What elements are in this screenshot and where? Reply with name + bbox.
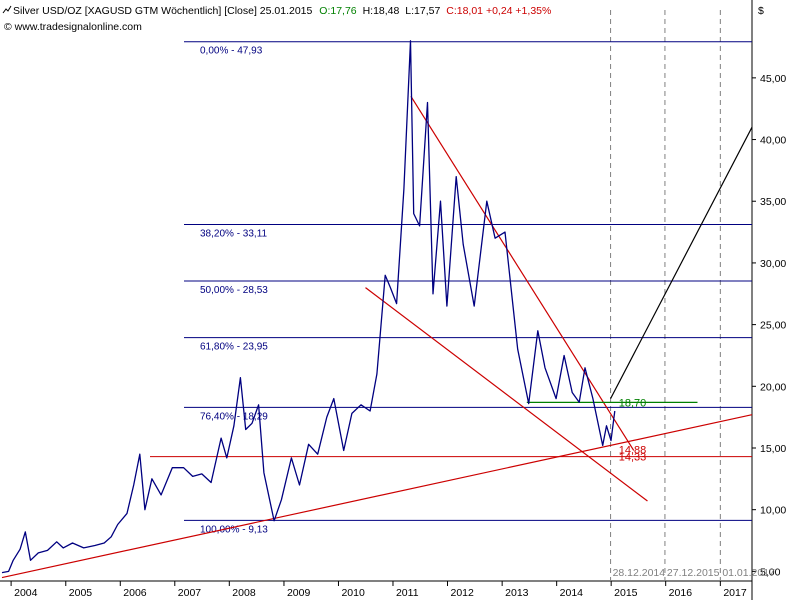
trendline-0 bbox=[1, 414, 753, 579]
y-tick-label-0: 5,00 bbox=[760, 566, 781, 578]
x-tick-label-9: 2013 bbox=[505, 587, 529, 599]
trendline-2 bbox=[365, 287, 648, 502]
header: Silver USD/OZ [XAGUSD GTM Wöchentlich] [… bbox=[2, 5, 764, 33]
trendline-1 bbox=[410, 96, 635, 451]
open-value: O:17,76 bbox=[319, 5, 357, 17]
instrument-title: Silver USD/OZ [XAGUSD GTM Wöchentlich] [… bbox=[13, 5, 313, 17]
close-change-value: C:18,01 +0,24 +1,35% bbox=[446, 5, 551, 17]
marker-label-0: 28.12.2014 bbox=[613, 567, 666, 579]
y-tick-label-6: 35,00 bbox=[760, 196, 786, 208]
trendline-4 bbox=[610, 126, 753, 399]
x-tick-label-6: 2010 bbox=[341, 587, 365, 599]
x-tick-label-5: 2009 bbox=[287, 587, 311, 599]
y-tick-label-5: 30,00 bbox=[760, 258, 786, 270]
plot-area: 0,00% - 47,93 38,20% - 33,11 50,00% - 28,5… bbox=[0, 0, 786, 600]
marker-label-2: 01.01.2017 bbox=[722, 567, 775, 579]
x-tick-label-10: 2014 bbox=[560, 587, 584, 599]
x-tick-label-3: 2007 bbox=[178, 587, 202, 599]
y-tick-label-8: 45,00 bbox=[760, 73, 786, 85]
x-tick-label-11: 2015 bbox=[614, 587, 638, 599]
source-credit: © www.tradesignalonline.com bbox=[4, 21, 142, 33]
x-tick-label-13: 2017 bbox=[723, 587, 747, 599]
fib-label-2: 50,00% - 28,53 bbox=[200, 285, 268, 296]
price-label-1: 14,88 bbox=[619, 444, 647, 456]
y-tick-label-1: 10,00 bbox=[760, 505, 786, 517]
low-value: L:17,57 bbox=[405, 5, 440, 17]
x-tick-label-12: 2016 bbox=[669, 587, 693, 599]
y-tick-label-4: 25,00 bbox=[760, 320, 786, 332]
chart-line-icon bbox=[2, 5, 12, 14]
price-line bbox=[1, 40, 616, 574]
y-tick-label-7: 40,00 bbox=[760, 135, 786, 147]
price-label-0: 18,70 bbox=[619, 397, 647, 409]
high-value: H:18,48 bbox=[363, 5, 400, 17]
fib-label-0: 0,00% - 47,93 bbox=[200, 46, 263, 57]
currency-label: $ bbox=[758, 5, 764, 17]
y-tick-label-2: 15,00 bbox=[760, 443, 786, 455]
x-tick-label-2: 2006 bbox=[123, 587, 147, 599]
x-tick-label-8: 2012 bbox=[450, 587, 474, 599]
x-tick-label-4: 2008 bbox=[232, 587, 256, 599]
x-tick-label-7: 2011 bbox=[396, 587, 419, 599]
svg-text:Silver USD/OZ [XAGUSD GTM Wöc: Silver USD/OZ [XAGUSD GTM Wöchentlich] [… bbox=[13, 5, 551, 17]
price-label-2: 14,33 bbox=[619, 451, 647, 463]
x-tick-label-1: 2005 bbox=[69, 587, 93, 599]
x-tick-label-0: 2004 bbox=[14, 587, 38, 599]
fib-label-3: 61,80% - 23,95 bbox=[200, 342, 268, 353]
fib-label-5: 100,00% - 9,13 bbox=[200, 524, 268, 535]
fib-label-1: 38,20% - 33,11 bbox=[200, 229, 268, 240]
fib-label-4: 76,40% - 18,29 bbox=[200, 411, 268, 422]
y-tick-label-3: 20,00 bbox=[760, 381, 786, 393]
marker-label-1: 27.12.2015 bbox=[667, 567, 720, 579]
